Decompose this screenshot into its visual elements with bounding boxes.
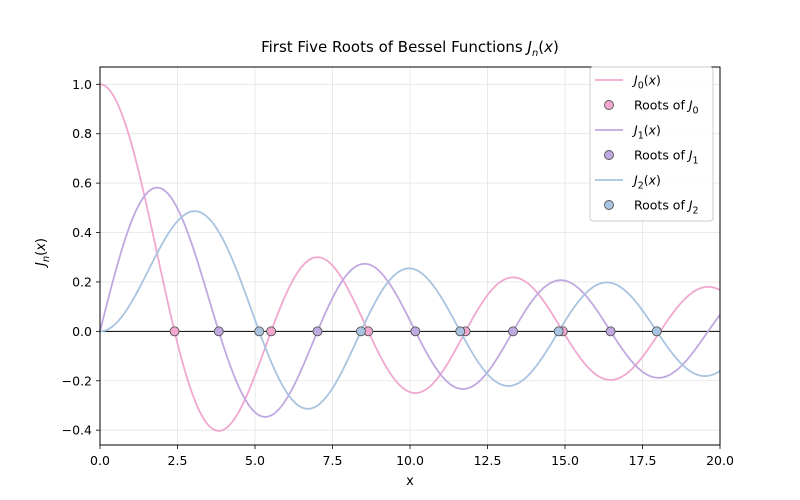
root-marker-j2	[553, 326, 564, 337]
root-marker-j2	[254, 326, 265, 337]
legend-label-j0: J0(x)	[631, 73, 661, 92]
legend-sub: 2	[638, 181, 644, 192]
legend-j: J	[686, 98, 693, 113]
legend-sub: 0	[693, 106, 699, 117]
x-tick-label: 12.5	[474, 453, 502, 468]
root-markers	[169, 326, 662, 337]
y-axis-label: Jn(x)	[34, 238, 52, 269]
x-tick-label: 15.0	[551, 453, 579, 468]
x-axis-label: x	[406, 474, 414, 489]
legend-swatch-marker	[604, 150, 614, 160]
legend-x: x	[648, 73, 657, 88]
legend-swatch-marker	[604, 100, 614, 110]
legend-x: x	[648, 173, 657, 188]
root-marker-j2	[651, 326, 662, 337]
legend-label-roots-j1: Roots of J1	[634, 148, 699, 167]
root-marker-j1	[312, 326, 323, 337]
y-axis-label-sub: n	[41, 256, 52, 262]
legend-sub: 0	[638, 81, 644, 92]
legend-prefix: Roots of	[634, 98, 689, 113]
series-lines	[99, 83, 721, 432]
root-marker-j2	[455, 326, 466, 337]
legend-label-j2: J2(x)	[631, 173, 661, 192]
legend-close: )	[656, 123, 661, 138]
chart-title-math-close: )	[553, 38, 559, 56]
legend-open: (	[644, 73, 649, 88]
root-marker-j0	[266, 326, 277, 337]
y-tick-label: 0.8	[72, 126, 92, 141]
x-tick-label: 2.5	[168, 453, 188, 468]
legend-j: J	[631, 73, 638, 88]
legend-item-j1-roots: Roots of J1	[604, 148, 699, 167]
x-tick-label: 0.0	[90, 453, 110, 468]
legend-close: )	[656, 73, 661, 88]
chart-title-math-x: x	[543, 38, 553, 56]
y-tick-label: 0.2	[72, 274, 92, 289]
legend-box	[589, 66, 714, 222]
legend-prefix: Roots of	[634, 148, 689, 163]
chart-title-text: First Five Roots of Bessel Functions	[261, 38, 523, 56]
x-axis-ticks: 0.0 2.5 5.0 7.5 10.0 12.5 15.0 17.5 20.0	[90, 445, 734, 468]
legend-label-roots-j0: Roots of J0	[634, 98, 699, 117]
legend-label-j1: J1(x)	[631, 123, 661, 142]
legend-item-j2-line: J2(x)	[595, 173, 661, 192]
series-line-j2	[99, 210, 721, 410]
y-tick-label: −0.2	[62, 373, 92, 388]
root-marker-j1	[605, 326, 616, 337]
x-tick-label: 7.5	[323, 453, 343, 468]
legend-item-j0-roots: Roots of J0	[604, 98, 699, 117]
series-line-j1	[99, 186, 721, 418]
legend-sub: 1	[638, 131, 644, 142]
legend-sub: 2	[693, 206, 699, 217]
legend-prefix: Roots of	[634, 198, 689, 213]
chart-title-math: J	[525, 38, 532, 56]
x-tick-label: 5.0	[245, 453, 265, 468]
x-tick-label: 20.0	[706, 453, 734, 468]
chart-title-math-arg: (	[538, 38, 544, 56]
y-axis-label-j: J	[34, 262, 49, 269]
legend-open: (	[644, 123, 649, 138]
y-tick-label: 1.0	[72, 77, 92, 92]
root-marker-j0	[169, 326, 180, 337]
root-marker-j2	[355, 326, 366, 337]
x-tick-label: 10.0	[396, 453, 424, 468]
y-axis-label-x: x	[34, 243, 49, 252]
legend-open: (	[644, 173, 649, 188]
y-tick-label: −0.4	[62, 423, 92, 438]
legend-item-j2-roots: Roots of J2	[604, 198, 699, 217]
legend-j: J	[631, 173, 638, 188]
root-marker-j1	[508, 326, 518, 337]
y-axis-ticks: −0.4 −0.2 0.0 0.2 0.4 0.6 0.8 1.0	[62, 77, 100, 438]
legend-close: )	[656, 173, 661, 188]
root-marker-j1	[410, 326, 421, 337]
root-marker-j1	[213, 326, 224, 337]
chart-title: First Five Roots of Bessel Functions Jn(…	[261, 38, 559, 59]
legend-j: J	[686, 198, 693, 213]
legend-sub: 1	[693, 156, 699, 167]
y-tick-label: 0.6	[72, 176, 92, 191]
y-axis-label-close: )	[34, 238, 49, 243]
legend-swatch-marker	[604, 200, 614, 210]
chart-title-math-sub: n	[532, 48, 538, 59]
y-axis-label-open: (	[34, 251, 49, 256]
legend-item-j0-line: J0(x)	[595, 73, 661, 92]
x-tick-label: 17.5	[629, 453, 657, 468]
y-tick-label: 0.4	[72, 225, 92, 240]
legend-j: J	[686, 148, 693, 163]
legend-x: x	[648, 123, 657, 138]
legend-j: J	[631, 123, 638, 138]
series-line-j0	[99, 83, 721, 432]
legend-item-j1-line: J1(x)	[595, 123, 661, 142]
legend-label-roots-j2: Roots of J2	[634, 198, 699, 217]
y-tick-label: 0.0	[72, 324, 92, 339]
